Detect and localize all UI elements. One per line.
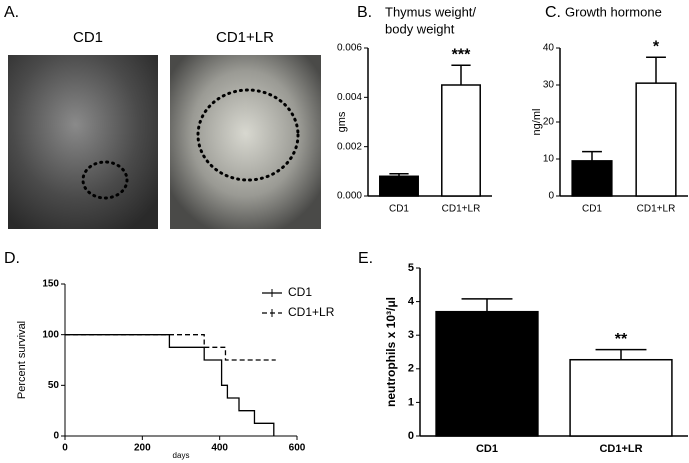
- bar: [569, 358, 673, 437]
- chart-title: Growth hormone: [565, 4, 662, 19]
- y-tick-label: 100: [42, 329, 59, 340]
- y-tick-label: 0.006: [337, 43, 362, 54]
- survival-curve: [65, 334, 275, 436]
- bar: [635, 82, 677, 197]
- panel-label: E.: [358, 250, 373, 267]
- y-axis-label: ng/ml: [531, 109, 543, 136]
- x-tick-label: CD1: [476, 443, 498, 455]
- y-tick-label: 2: [408, 363, 414, 375]
- x-tick-label: CD1+LR: [637, 204, 676, 215]
- y-tick-label: 0.002: [337, 141, 362, 152]
- bar: [571, 160, 613, 197]
- y-tick-label: 0.000: [337, 191, 362, 202]
- y-tick-label: 30: [543, 80, 555, 91]
- y-tick-label: 1: [408, 396, 414, 408]
- panel-label: A.: [4, 4, 19, 21]
- y-axis-label: neutrophils x 10³/μl: [384, 297, 398, 407]
- panel-label: C.: [545, 4, 561, 21]
- y-tick-label: 150: [42, 279, 59, 290]
- x-tick-label: CD1+LR: [599, 443, 642, 455]
- survival-curve: [65, 334, 276, 361]
- y-tick-label: 50: [48, 380, 60, 391]
- legend-label: CD1: [288, 285, 312, 299]
- x-tick-label: CD1: [582, 204, 602, 215]
- panel-label: B.: [357, 4, 372, 21]
- y-tick-label: 5: [408, 262, 414, 274]
- dotted-outline: [196, 88, 300, 182]
- x-tick-label: CD1+LR: [442, 204, 481, 215]
- x-tick-label: 400: [211, 443, 228, 454]
- x-tick-label: 600: [289, 443, 306, 454]
- y-tick-label: 4: [408, 296, 415, 308]
- legend-label: CD1+LR: [288, 305, 335, 319]
- chart-title: Thymus weight/: [385, 4, 476, 19]
- y-tick-label: 20: [543, 117, 555, 128]
- significance: *: [653, 38, 660, 55]
- y-tick-label: 0: [548, 191, 554, 202]
- photo: [8, 55, 158, 229]
- chart-title: body weight: [385, 21, 455, 36]
- y-axis-label: Percent survival: [16, 321, 28, 399]
- x-tick-label: CD1: [389, 204, 409, 215]
- image-caption: CD1+LR: [216, 29, 274, 46]
- x-tick-label: 0: [62, 443, 68, 454]
- y-tick-label: 10: [543, 154, 555, 165]
- y-tick-label: 40: [543, 43, 555, 54]
- y-tick-label: 3: [408, 329, 414, 341]
- panel-label: D.: [4, 250, 20, 267]
- y-tick-label: 0.004: [337, 92, 362, 103]
- y-tick-label: 0: [53, 431, 59, 442]
- photo: [170, 55, 321, 229]
- bar: [379, 175, 419, 197]
- y-axis-label: gms: [336, 111, 348, 132]
- x-tick-label: 200: [134, 443, 151, 454]
- image-caption: CD1: [73, 29, 103, 46]
- y-tick-label: 0: [408, 430, 414, 442]
- significance: **: [615, 331, 628, 348]
- bar: [435, 310, 539, 437]
- x-axis-label: days: [173, 451, 190, 460]
- bar: [441, 84, 481, 197]
- significance: ***: [452, 46, 471, 63]
- dotted-outline: [81, 160, 129, 200]
